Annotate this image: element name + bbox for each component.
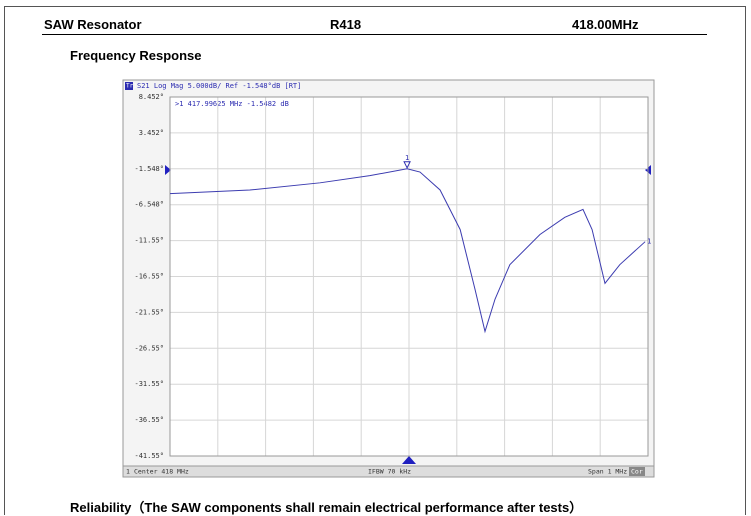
- frequency: 418.00MHz: [572, 17, 639, 32]
- cor-badge: [629, 467, 645, 476]
- y-tick-label: -16.55°: [134, 273, 164, 281]
- status-center: Center 418 MHz: [134, 468, 189, 476]
- y-tick-label: 3.452°: [139, 129, 164, 137]
- section-title: Frequency Response: [70, 48, 202, 63]
- trace-label: Tr1: [126, 83, 137, 90]
- header-rule: [42, 34, 707, 35]
- marker-readout: >1 417.99625 MHz -1.5482 dB: [175, 100, 289, 108]
- y-tick-label: -41.55°: [134, 452, 164, 460]
- model: R418: [330, 17, 362, 32]
- trace-title: S21 Log Mag 5.000dB/ Ref -1.548°dB [RT]: [137, 82, 301, 90]
- plot-border: [169, 96, 649, 457]
- trace-line: [169, 168, 646, 334]
- y-tick-label: -36.55°: [134, 416, 164, 424]
- trace-end-label: 1: [647, 238, 651, 246]
- status-correction: Cor: [631, 468, 643, 476]
- y-tick-label: -26.55°: [134, 344, 164, 352]
- page-border: [4, 6, 746, 515]
- status-bar: [122, 465, 655, 478]
- marker-label: 1: [405, 154, 409, 162]
- marker-symbol: [403, 161, 411, 169]
- ref-arrow-left: [165, 165, 171, 175]
- y-tick-label: -1.548°: [134, 165, 164, 173]
- y-tick-label: -11.55°: [134, 237, 164, 245]
- center-arrow: [402, 456, 416, 464]
- y-tick-label: -31.55°: [134, 380, 164, 388]
- trace-badge: [125, 82, 133, 90]
- y-tick-label: 8.452°: [139, 93, 164, 101]
- y-tick-label: -6.548°: [134, 201, 164, 209]
- status-channel: 1: [126, 468, 130, 476]
- status-span: Span 1 MHz: [588, 468, 627, 476]
- y-tick-label: -21.55°: [134, 308, 164, 316]
- part-name: SAW Resonator: [44, 17, 142, 32]
- footer: Reliability（The SAW components shall rem…: [70, 500, 583, 515]
- status-ifbw: IFBW 70 kHz: [368, 468, 411, 476]
